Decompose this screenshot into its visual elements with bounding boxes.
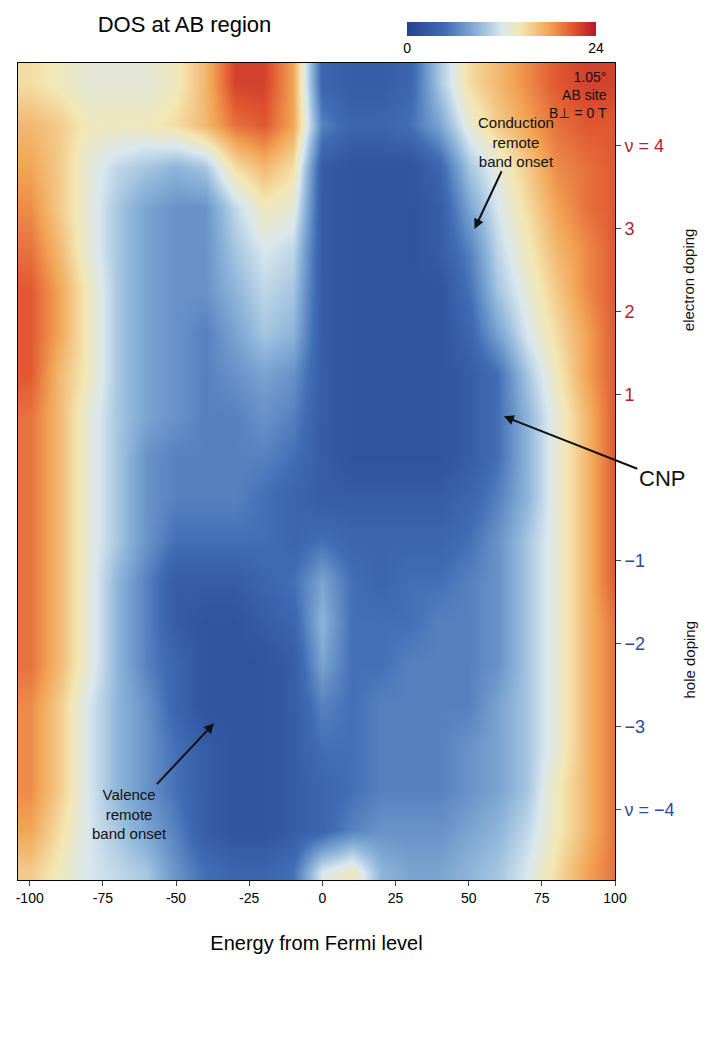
svg-text:Conductionremoteband onset: Conductionremoteband onset — [478, 114, 554, 170]
svg-text:electron doping: electron doping — [680, 229, 697, 332]
svg-text:75: 75 — [534, 890, 550, 906]
svg-text:−1: −1 — [625, 551, 646, 571]
svg-text:-75: -75 — [93, 890, 113, 906]
svg-text:Energy from Fermi level: Energy from Fermi level — [210, 932, 422, 954]
svg-text:−2: −2 — [625, 634, 646, 654]
svg-text:CNP: CNP — [639, 466, 685, 491]
svg-text:1.05°AB siteB⊥ = 0 T: 1.05°AB siteB⊥ = 0 T — [549, 69, 607, 121]
svg-text:25: 25 — [388, 890, 404, 906]
svg-text:-100: -100 — [16, 890, 44, 906]
svg-text:Valenceremoteband onset: Valenceremoteband onset — [92, 786, 167, 842]
svg-text:−3: −3 — [625, 717, 646, 737]
svg-text:ν = 4: ν = 4 — [625, 136, 665, 156]
svg-text:DOS at AB region: DOS at AB region — [98, 12, 272, 37]
svg-text:0: 0 — [403, 40, 411, 56]
svg-text:2: 2 — [625, 302, 635, 322]
svg-text:-25: -25 — [239, 890, 259, 906]
svg-text:50: 50 — [461, 890, 477, 906]
svg-text:24: 24 — [588, 40, 604, 56]
svg-text:ν = −4: ν = −4 — [625, 800, 675, 820]
svg-text:3: 3 — [625, 219, 635, 239]
svg-text:-50: -50 — [166, 890, 186, 906]
svg-text:hole doping: hole doping — [681, 621, 698, 699]
svg-text:1: 1 — [625, 385, 635, 405]
svg-text:0: 0 — [318, 890, 326, 906]
svg-text:100: 100 — [603, 890, 627, 906]
